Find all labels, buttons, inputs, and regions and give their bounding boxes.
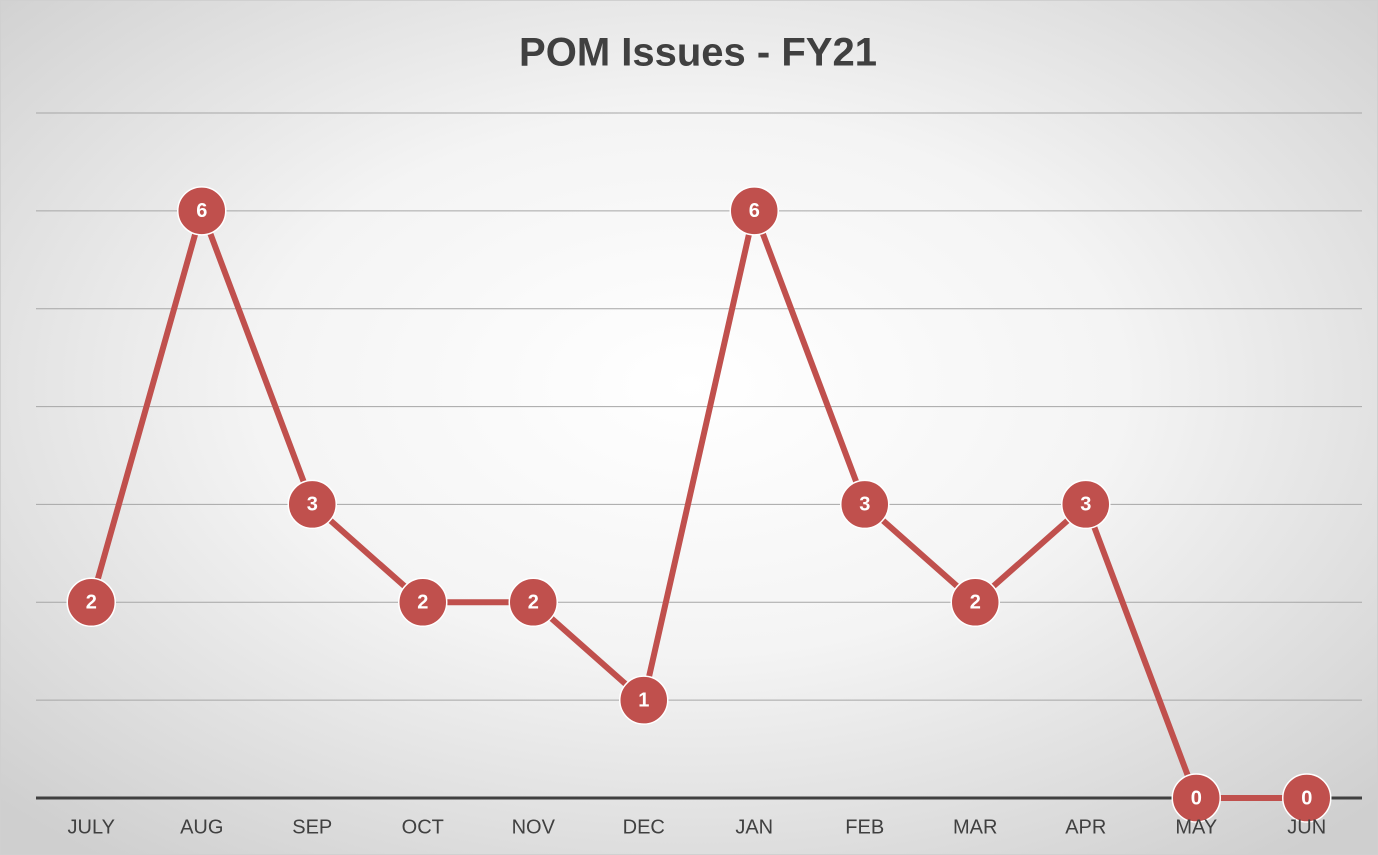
marker [619, 675, 669, 725]
data-label: 6 [196, 200, 207, 222]
data-label: 2 [970, 592, 981, 614]
data-label: 6 [749, 200, 760, 222]
grid [36, 112, 1362, 800]
marker [1061, 479, 1111, 530]
marker [1282, 773, 1332, 823]
marker [729, 186, 779, 236]
x-tick-label: OCT [402, 816, 444, 838]
data-label: 0 [1191, 787, 1202, 809]
data-label: 1 [638, 689, 649, 711]
data-label: 3 [1080, 494, 1091, 516]
line [88, 207, 1307, 801]
series [88, 207, 1307, 801]
data-label: 3 [859, 494, 870, 516]
x-tick-label: MAY [1175, 816, 1217, 838]
marker [287, 479, 337, 530]
marker [1171, 773, 1221, 823]
data-label: 2 [528, 592, 539, 614]
x-tick-label: NOV [512, 816, 556, 838]
x-tick-label: JULY [68, 816, 115, 838]
x-axis: JULY AUG SEP OCT NOV DEC JAN FEB MAR APR MAY JUN [68, 816, 1327, 838]
marker [177, 186, 227, 236]
x-tick-label: DEC [623, 816, 665, 838]
marker [840, 479, 890, 530]
marker [950, 577, 1000, 628]
x-tick-label: JUN [1287, 816, 1326, 838]
x-tick-label: JAN [735, 816, 773, 838]
data-label: 0 [1301, 787, 1312, 809]
data-label: 2 [86, 592, 97, 614]
marker [66, 577, 116, 628]
x-tick-label: MAR [953, 816, 997, 838]
x-tick-label: SEP [292, 816, 332, 838]
x-tick-label: FEB [845, 816, 884, 838]
data-label: 2 [417, 592, 428, 614]
markers: 2 6 3 2 2 1 6 3 2 3 0 0 [66, 186, 1332, 823]
x-tick-label: APR [1065, 816, 1106, 838]
marker [508, 577, 558, 628]
chart-title: POM Issues - FY21 [519, 31, 877, 75]
data-label: 3 [307, 494, 318, 516]
marker [398, 577, 448, 628]
x-tick-label: AUG [180, 816, 223, 838]
